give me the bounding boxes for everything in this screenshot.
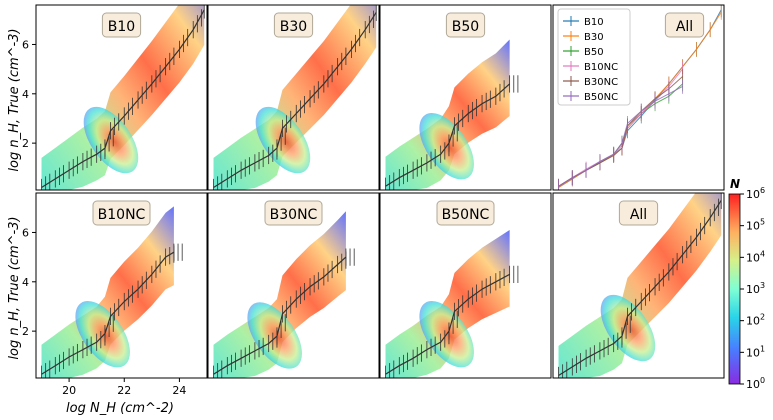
- legend-label: B50NC: [584, 92, 618, 103]
- density-core: [247, 302, 302, 369]
- panel-b50nc-bottom: B50NC: [379, 192, 552, 379]
- median-line: [41, 251, 175, 375]
- panel-b30nc-bottom: B30NC: [207, 192, 380, 379]
- panel-b10-top: B10 2 4 6: [22, 4, 208, 191]
- colorbar-tick-label: 105: [746, 218, 765, 233]
- median-line: [213, 256, 347, 375]
- x-tick-label: 22: [117, 384, 131, 397]
- colorbar-tick-label: 100: [746, 376, 765, 391]
- legend-label: B50: [584, 47, 604, 58]
- colorbar-gradient: [728, 193, 741, 385]
- y-tick-label: 4: [22, 88, 29, 101]
- y-axis-label-lower: log n_H, True (cm^-3): [7, 216, 22, 359]
- colorbar-tick-label: 104: [746, 249, 765, 264]
- panel-title: B10: [108, 19, 135, 35]
- legend: B10 B30 B50 B10NC B30NC B50NC: [557, 8, 631, 106]
- panel-frame: [35, 192, 208, 379]
- density-region: [385, 230, 510, 378]
- median-line: [41, 9, 205, 189]
- y-tick-label: 6: [22, 38, 29, 51]
- density-core: [75, 301, 130, 368]
- colorbar-tick-label: 106: [746, 186, 765, 201]
- y-axis-label: log n_H, True (cm^-3): [7, 28, 22, 171]
- panel-title-box: [101, 12, 142, 38]
- colorbar-tick-label: 101: [746, 344, 765, 359]
- colorbar-label: N: [730, 177, 740, 191]
- density-core: [255, 106, 311, 174]
- y-tick-label: 6: [22, 226, 29, 239]
- panel-title: B30NC: [270, 207, 318, 223]
- panel-all-bottom: All: [552, 192, 725, 379]
- x-axis-label: log N_H (cm^-2): [66, 401, 174, 416]
- y-tick-label: 2: [22, 137, 29, 150]
- colorbar-tick-label: 102: [746, 313, 765, 328]
- y-tick-label: 2: [22, 325, 29, 338]
- legend-label: B10NC: [584, 62, 618, 73]
- y-tick-label: 4: [22, 276, 29, 289]
- density-region: [41, 5, 205, 190]
- density-core: [83, 106, 139, 174]
- panel-title: All: [630, 207, 647, 223]
- panel-title-box: [92, 200, 151, 226]
- panel-title: B10NC: [98, 207, 146, 223]
- legend-label: B30NC: [584, 77, 618, 88]
- median-line: [558, 200, 722, 377]
- panel-frame: [552, 4, 725, 191]
- panel-frame: [207, 4, 380, 191]
- panel-frame: [379, 4, 552, 191]
- panel-title-box: [664, 12, 705, 38]
- legend-label: B10: [584, 17, 604, 28]
- median-line: [213, 12, 377, 189]
- panel-b50-top: B50: [379, 4, 552, 191]
- panel-all-top: B10 B30 B50 B10NC B30NC B50NC All: [552, 4, 725, 191]
- x-tick-label: 20: [62, 384, 76, 397]
- density-region: [558, 193, 722, 378]
- panel-frame: [207, 192, 380, 379]
- panel-title-box: [618, 200, 659, 226]
- colorbar: N 100 101 102 103 104 105 106: [728, 177, 765, 391]
- panel-title-box: [273, 12, 314, 38]
- x-tick-label: 24: [172, 384, 186, 397]
- colorbar-tick-label: 103: [746, 281, 765, 296]
- density-region: [41, 206, 174, 378]
- panel-title-box: [264, 200, 323, 226]
- panel-title-box: [436, 200, 495, 226]
- panel-title: B30: [280, 19, 307, 35]
- panel-title: B50NC: [442, 207, 490, 223]
- panel-b30-top: B30: [207, 4, 380, 191]
- density-region: [385, 39, 510, 190]
- density-core: [600, 294, 656, 362]
- panel-frame: [379, 192, 552, 379]
- panel-frame: [35, 4, 208, 191]
- density-region: [213, 5, 377, 190]
- panel-title-box: [445, 12, 486, 38]
- legend-label: B30: [584, 32, 604, 43]
- panel-frame: [552, 192, 725, 379]
- panel-title: B50: [452, 19, 479, 35]
- density-region: [213, 211, 346, 378]
- panel-title: All: [676, 19, 693, 35]
